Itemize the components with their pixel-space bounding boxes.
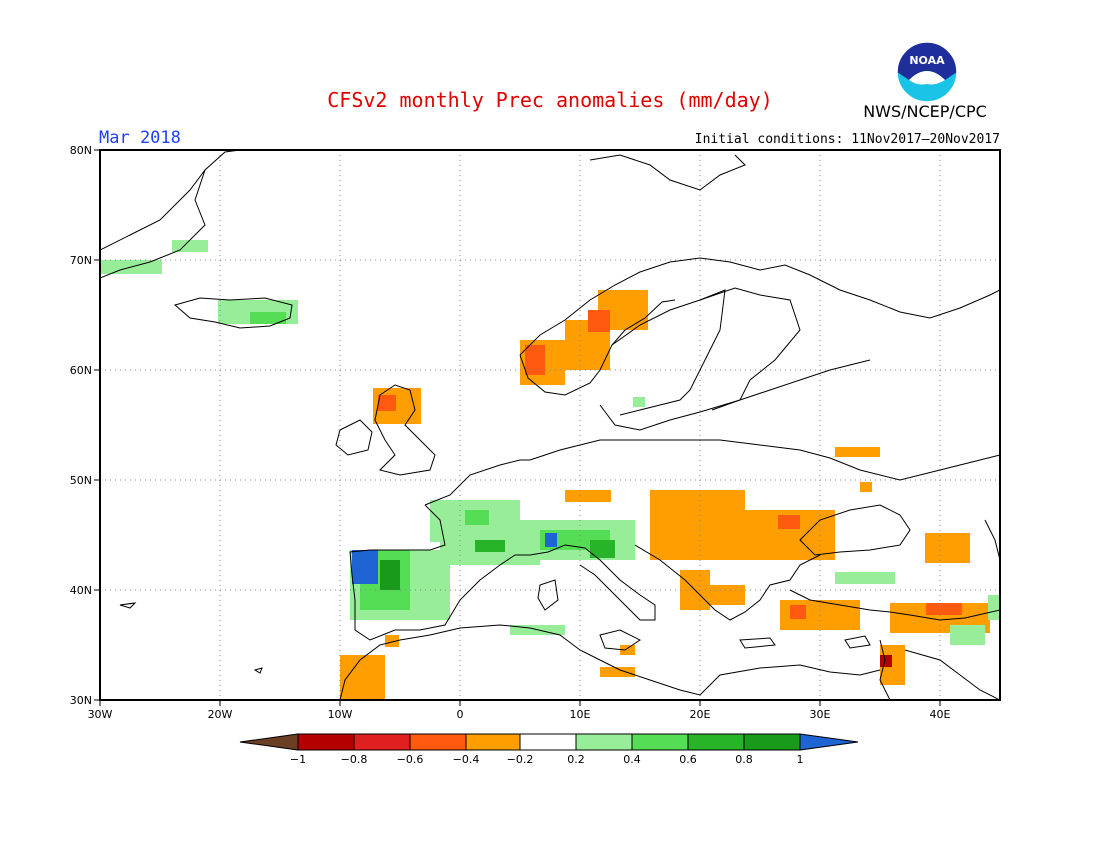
agency-label: NWS/NCEP/CPC [863, 102, 987, 121]
chart-title: CFSv2 monthly Prec anomalies (mm/day) [327, 88, 773, 112]
lat-tick-label: 30N [70, 694, 92, 707]
legend-label: −0.6 [397, 753, 424, 766]
coastlines [100, 150, 1000, 700]
legend-swatch [465, 733, 521, 751]
legend-label: −0.2 [507, 753, 534, 766]
legend-swatch [743, 733, 801, 751]
map-layer [100, 150, 1000, 700]
lon-tick-label: 10W [328, 708, 353, 721]
legend-label: 0.2 [567, 753, 585, 766]
lat-tick-labels: 80N 70N 60N 50N 40N 30N [70, 144, 92, 707]
lat-tick-label: 70N [70, 254, 92, 267]
lon-tick-label: 10E [570, 708, 591, 721]
axis-ticks [94, 149, 941, 706]
legend-swatch [631, 733, 689, 751]
legend-labels: −1 −0.8 −0.6 −0.4 −0.2 0.2 0.4 0.6 0.8 1 [290, 753, 804, 766]
initial-conditions-label: Initial conditions: 11Nov2017–20Nov2017 [694, 132, 1000, 147]
color-legend [239, 733, 859, 751]
legend-swatch [353, 733, 411, 751]
noaa-logo: NOAA [896, 41, 958, 103]
legend-label: 1 [797, 753, 804, 766]
legend-label: −1 [290, 753, 306, 766]
legend-label: 0.6 [679, 753, 697, 766]
noaa-logo-text: NOAA [909, 54, 945, 67]
lon-tick-labels: 30W 20W 10W 0 10E 20E 30E 40E [88, 708, 951, 721]
lat-tick-label: 80N [70, 144, 92, 157]
legend-swatch [575, 733, 633, 751]
legend-arrow-low [239, 733, 299, 751]
lon-tick-label: 20E [690, 708, 711, 721]
map-frame [99, 149, 1001, 701]
lat-tick-label: 50N [70, 474, 92, 487]
lon-tick-label: 20W [208, 708, 233, 721]
legend-swatch [519, 733, 577, 751]
gridlines [100, 150, 1000, 700]
legend-label: 0.8 [735, 753, 753, 766]
legend-swatch [297, 733, 355, 751]
lon-tick-label: 30E [810, 708, 831, 721]
legend-label: 0.4 [623, 753, 641, 766]
legend-swatch [687, 733, 745, 751]
lon-tick-label: 40E [930, 708, 951, 721]
legend-label: −0.8 [341, 753, 368, 766]
forecast-period: Mar 2018 [99, 128, 181, 148]
lat-tick-label: 40N [70, 584, 92, 597]
lon-tick-label: 30W [88, 708, 113, 721]
lat-tick-label: 60N [70, 364, 92, 377]
lon-tick-label: 0 [457, 708, 464, 721]
legend-swatch [409, 733, 467, 751]
legend-label: −0.4 [453, 753, 480, 766]
legend-arrow-high [799, 733, 859, 751]
anomaly-shading [100, 240, 1000, 700]
